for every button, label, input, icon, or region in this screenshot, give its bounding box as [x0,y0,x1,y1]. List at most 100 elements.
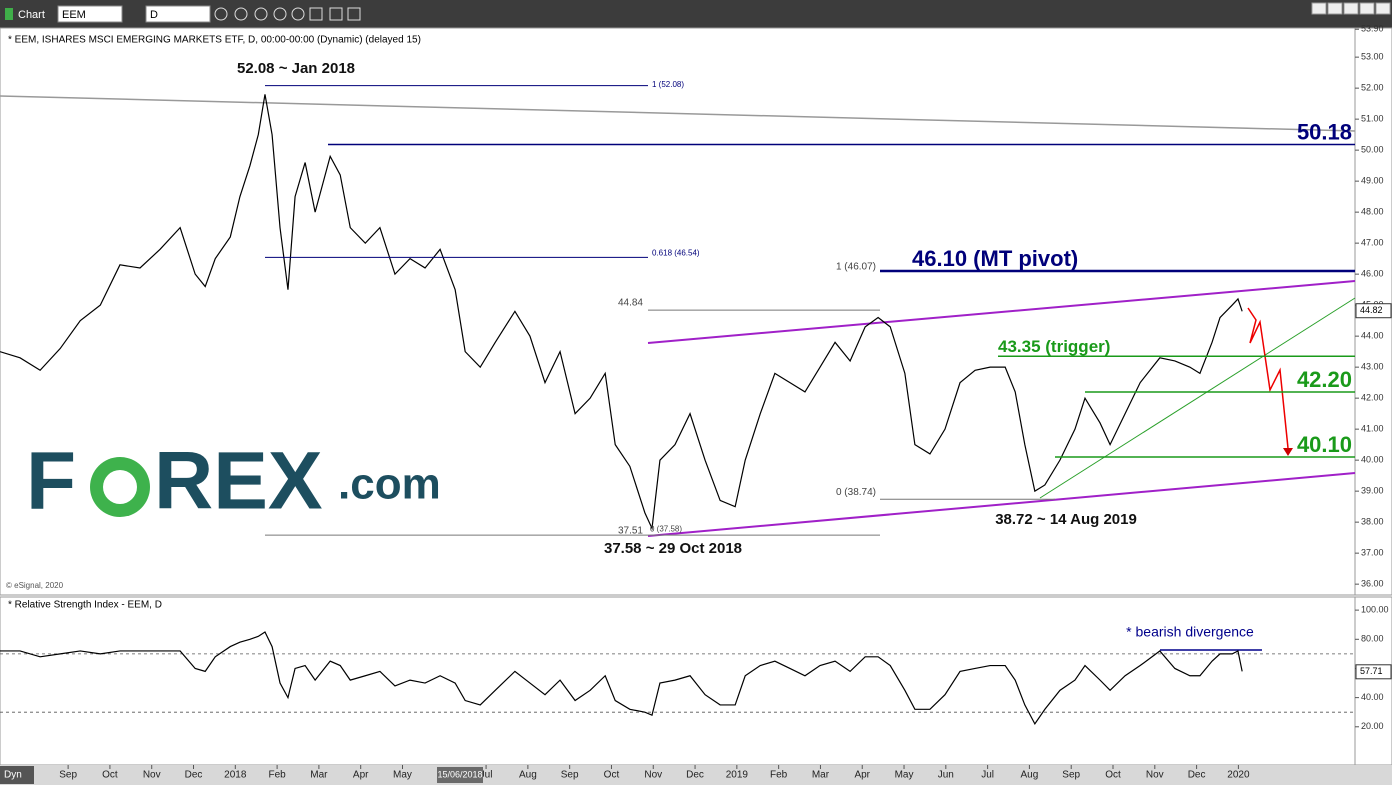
level-label: 0.618 (46.54) [652,249,700,258]
level-label: 40.10 [1297,432,1352,457]
x-tick-label: 2020 [1227,770,1250,781]
logo: F REX .com [26,436,441,527]
rsi-annotation: * bearish divergence [1126,624,1254,640]
x-tick-label: Sep [561,770,579,781]
y-tick-label: 48.00 [1361,207,1384,217]
x-tick-label: Oct [604,770,620,781]
rsi-axis [1354,596,1392,766]
symbol-input[interactable] [57,5,123,23]
x-tick-label: 2019 [726,770,749,781]
y-tick-label: 51.00 [1361,114,1384,124]
toolbar [0,0,1392,28]
x-tick-label: Jul [981,770,994,781]
x-tick-label: Dec [185,770,203,781]
y-tick-label: 100.00 [1361,605,1389,615]
level-label: 0 (38.74) [836,487,876,498]
annotation: 52.08 ~ Jan 2018 [237,60,355,77]
level-label: 42.20 [1297,367,1352,392]
date-label: 15/06/2018 [437,769,482,779]
x-tick-label: Nov [143,770,161,781]
logo-left: F [26,436,76,527]
period: Dyn [4,770,22,781]
annotation: 38.72 ~ 14 Aug 2019 [995,511,1137,528]
x-tick-label: Aug [519,770,537,781]
level-label: 46.10 (MT pivot) [912,246,1078,271]
x-tick-label: May [895,770,914,781]
y-tick-label: 40.00 [1361,692,1384,702]
x-tick-label: Oct [102,770,118,781]
x-tick-label: Jul [480,770,493,781]
y-tick-label: 50.00 [1361,145,1384,155]
projection-arrow [1283,448,1293,456]
x-tick-label: Jun [938,770,954,781]
logo-coin-inner [103,470,137,504]
x-tick-label: Nov [1146,770,1164,781]
y-tick-label: 36.00 [1361,579,1384,589]
x-tick-label: May [393,770,412,781]
last-value-label: 57.71 [1360,666,1383,676]
window-buttons[interactable] [1311,2,1391,15]
y-tick-label: 44.00 [1361,331,1384,341]
app-icon [5,8,13,20]
x-tick-label: Mar [812,770,830,781]
x-tick-label: Apr [353,770,369,781]
annotation: 1 (46.07) [836,262,876,273]
projection [1247,307,1289,449]
level-label: 1 (52.08) [652,80,684,89]
annotation: 37.58 ~ 29 Oct 2018 [604,540,742,557]
last-value-label: 44.82 [1360,305,1383,315]
annotation: 37.51 [618,526,643,537]
y-tick-label: 20.00 [1361,721,1384,731]
symbol: EEM [62,9,86,21]
x-tick-label: Oct [1105,770,1121,781]
y-tick-label: 52.00 [1361,83,1384,93]
x-tick-label: Sep [1062,770,1080,781]
rsi-panel [0,596,1356,766]
toolbar-icons[interactable] [214,7,361,21]
credit: © eSignal, 2020 [6,581,64,590]
x-tick-label: 2018 [224,770,247,781]
x-tick-label: Apr [854,770,870,781]
y-tick-label: 37.00 [1361,548,1384,558]
y-tick-label: 47.00 [1361,238,1384,248]
level-label: 44.84 [618,298,643,309]
x-tick-label: Feb [770,770,788,781]
x-tick-label: Mar [310,770,328,781]
time-axis [0,765,1392,785]
last-value-box [1355,303,1392,319]
level-label: 43.35 (trigger) [998,337,1110,356]
level-label: 50.18 [1297,119,1352,144]
last-value-box [1355,664,1392,680]
y-tick-label: 53.90 [1361,24,1384,34]
x-tick-label: Aug [1021,770,1039,781]
toolbar-title: Chart [18,9,45,21]
y-tick-label: 46.00 [1361,269,1384,279]
x-tick-label: Feb [268,770,286,781]
support-trendline [1039,297,1356,499]
y-tick-label: 42.00 [1361,393,1384,403]
y-tick-label: 49.00 [1361,176,1384,186]
logo-suffix: .com [338,460,441,509]
y-tick-label: 80.00 [1361,634,1384,644]
interval-input[interactable] [145,5,211,23]
period-box[interactable] [0,766,34,784]
y-tick-label: 41.00 [1361,424,1384,434]
y-tick-label: 53.00 [1361,52,1384,62]
interval: D [150,9,158,21]
rsi-title: * Relative Strength Index - EEM, D [8,600,162,611]
y-tick-label: 39.00 [1361,486,1384,496]
price-line [0,631,1243,726]
price-title: * EEM, ISHARES MSCI EMERGING MARKETS ETF… [8,35,421,46]
channel-bottom [647,472,1356,537]
y-tick-label: 40.00 [1361,455,1384,465]
x-tick-label: Sep [59,770,77,781]
y-tick-label: 38.00 [1361,517,1384,527]
y-tick-label: 43.00 [1361,362,1384,372]
x-tick-label: Nov [644,770,662,781]
price-line [0,94,1243,531]
logo-right: REX [154,436,323,527]
trendline [0,95,1356,132]
x-tick-label: Dec [686,770,704,781]
x-tick-label: Dec [1188,770,1206,781]
